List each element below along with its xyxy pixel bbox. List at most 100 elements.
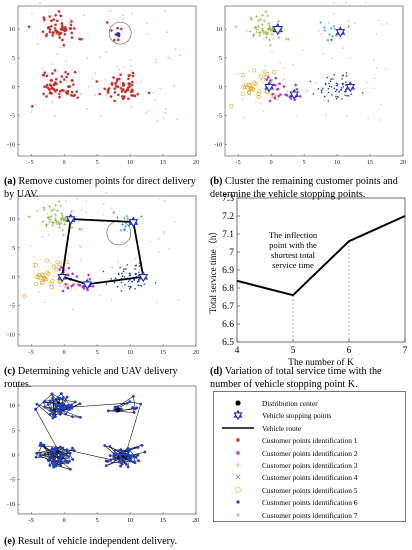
data-point xyxy=(131,281,133,283)
data-point-core xyxy=(54,90,57,93)
data-point xyxy=(330,78,332,80)
y-tick-label: 10 xyxy=(9,404,15,410)
data-point-core xyxy=(60,15,62,17)
panel-c-scatter: -5 0 5 10 15 20 10 5 0 -5 -10 xyxy=(7,191,199,356)
data-point xyxy=(138,271,140,273)
data-point xyxy=(278,82,282,86)
customer-point xyxy=(118,452,121,456)
data-point xyxy=(332,24,336,28)
data-point-core xyxy=(131,88,134,91)
x-tick-label: 10 xyxy=(127,160,133,166)
customer-point xyxy=(39,453,42,457)
data-point xyxy=(263,30,268,34)
data-point xyxy=(127,280,130,283)
data-point xyxy=(112,211,116,214)
data-point xyxy=(56,264,61,270)
removed-point xyxy=(102,202,105,205)
legend-label: Customer points identification 5 xyxy=(262,485,358,495)
hexagram-triangle xyxy=(264,83,275,93)
data-point xyxy=(248,86,253,91)
data-point-core xyxy=(113,100,116,102)
data-point xyxy=(248,30,252,34)
data-point xyxy=(264,33,268,37)
caption-d-text: Variation of total service time with the… xyxy=(210,366,382,390)
customer-point xyxy=(59,409,63,413)
data-point-core xyxy=(74,71,76,73)
data-point xyxy=(58,226,62,230)
x-tick-label: 15 xyxy=(160,350,166,356)
data-point xyxy=(44,277,49,282)
data-point xyxy=(117,273,120,276)
data-point xyxy=(55,260,60,265)
y-tick-label: -5 xyxy=(10,114,15,120)
annotation-text: The inflection point with the shortest tot… xyxy=(269,230,318,270)
filled-dot-icon xyxy=(235,400,241,406)
customer-point xyxy=(143,450,147,454)
data-point-core xyxy=(108,87,110,90)
data-point-core xyxy=(57,31,60,34)
removed-point xyxy=(31,12,33,15)
data-point-core xyxy=(128,82,130,85)
data-point xyxy=(253,26,257,30)
data-point xyxy=(63,222,67,226)
y-tick-label: 0 xyxy=(12,275,15,281)
data-point xyxy=(82,287,86,290)
data-point-core xyxy=(73,27,76,30)
data-point xyxy=(53,216,57,221)
customer-point xyxy=(58,396,62,400)
customer-point xyxy=(108,445,112,448)
customer-point xyxy=(54,448,58,452)
customer-point xyxy=(48,457,52,460)
data-point xyxy=(335,95,337,98)
removed-point xyxy=(145,22,148,25)
data-point-core xyxy=(80,38,83,41)
data-point-core xyxy=(46,75,48,77)
data-point-core xyxy=(31,105,34,108)
removed-point xyxy=(99,115,102,117)
customer-point xyxy=(58,452,62,456)
customer-point xyxy=(68,467,72,471)
y-axis-label: Total service time（h） xyxy=(208,227,218,314)
data-point xyxy=(265,36,269,40)
data-point xyxy=(126,217,130,221)
data-point xyxy=(257,89,262,94)
data-point xyxy=(272,70,277,75)
removed-point xyxy=(286,90,289,92)
data-point xyxy=(324,83,327,86)
removed-point xyxy=(165,108,167,110)
data-point xyxy=(137,284,139,287)
data-point xyxy=(44,224,48,228)
data-point-core xyxy=(63,78,65,81)
data-point xyxy=(46,271,51,276)
data-point xyxy=(261,13,265,17)
customer-point xyxy=(65,395,69,399)
customer-point xyxy=(65,448,69,452)
customer-point xyxy=(120,461,124,465)
removed-point xyxy=(56,53,58,56)
data-point xyxy=(117,272,120,275)
data-point xyxy=(256,91,261,96)
data-point-core xyxy=(76,96,79,99)
vehicle-stop-hexagram-icon xyxy=(335,26,346,38)
y-tick-label: 0 xyxy=(12,85,15,91)
data-point-core xyxy=(70,20,73,23)
removed-point xyxy=(83,14,85,17)
y-tick-label: -10 xyxy=(214,142,222,148)
x-tick-label: 15 xyxy=(367,160,373,166)
data-point xyxy=(87,273,91,277)
customer-point xyxy=(53,456,56,460)
data-point-core xyxy=(122,89,124,91)
data-point-core xyxy=(124,91,127,93)
removed-point xyxy=(320,32,323,35)
removed-point xyxy=(52,274,55,277)
removed-point xyxy=(296,115,299,117)
data-point xyxy=(333,73,336,76)
removed-point xyxy=(241,98,244,100)
data-point xyxy=(317,88,320,90)
data-point xyxy=(329,80,332,83)
customer-point xyxy=(58,412,62,416)
removed-point xyxy=(291,63,294,66)
data-point xyxy=(329,26,333,30)
symbol xyxy=(236,500,240,504)
data-point xyxy=(59,217,64,222)
